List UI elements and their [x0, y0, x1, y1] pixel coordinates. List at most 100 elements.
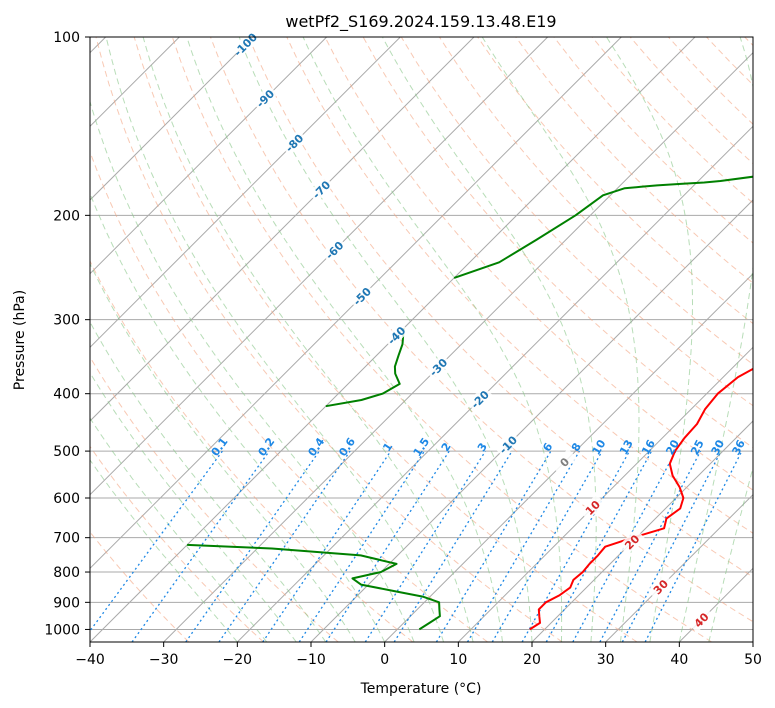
mixing-ratio-line — [545, 450, 653, 642]
background-lines — [90, 37, 753, 642]
y-tick-label: 100 — [53, 30, 80, 46]
isotherm-label-bg — [383, 322, 410, 349]
moist-adiabat — [90, 371, 297, 642]
y-tick-label: 400 — [53, 387, 80, 403]
isotherm-line — [678, 567, 753, 642]
mixing-ratio-label: 30 — [709, 437, 728, 457]
isotherm-label-bg — [618, 528, 645, 555]
isotherm-line — [90, 37, 475, 422]
mixing-ratio-line — [466, 450, 580, 642]
moist-adiabat — [481, 37, 640, 642]
moist-adiabat — [105, 37, 445, 642]
x-tick-label: 0 — [380, 652, 389, 668]
x-tick-label: −30 — [149, 652, 179, 668]
isotherm-line — [384, 272, 753, 642]
mixing-ratio-label: 36 — [729, 437, 748, 457]
isotherm-line — [457, 346, 753, 642]
mixing-ratio-line — [325, 450, 450, 642]
dry-adiabat — [90, 445, 264, 642]
y-tick-label: 300 — [53, 313, 80, 329]
moist-adiabat — [90, 262, 356, 642]
x-tick-label: −40 — [75, 652, 105, 668]
isotherm-line — [752, 641, 753, 642]
moist-adiabat — [606, 37, 693, 642]
mixing-ratio-label: 13 — [617, 438, 636, 458]
moist-adiabat — [238, 37, 533, 642]
x-axis-label: Temperature (°C) — [360, 681, 482, 697]
x-tick-label: 30 — [597, 652, 615, 668]
x-tick-label: 40 — [670, 652, 688, 668]
mixing-ratio-label: 10 — [590, 437, 609, 457]
mixing-ratio-line — [521, 450, 631, 642]
x-tick-label: −20 — [223, 652, 253, 668]
y-tick-label: 600 — [53, 491, 80, 507]
isotherm-label-bg — [348, 282, 375, 310]
dry-adiabat — [90, 531, 190, 642]
dry-adiabat — [286, 37, 753, 534]
moist-adiabat — [302, 37, 563, 642]
isotherm-line — [531, 420, 753, 642]
isotherm-line — [90, 37, 622, 570]
dry-adiabat — [248, 37, 753, 578]
x-tick-label: 20 — [523, 652, 541, 668]
isotherm-line — [310, 199, 753, 642]
moist-adiabat — [90, 417, 268, 642]
isotherm-label-bg — [307, 176, 335, 203]
mixing-ratio-line — [131, 450, 270, 642]
mixing-ratio-line — [298, 450, 425, 642]
mixing-ratio-label: 1 — [380, 440, 395, 454]
dry-adiabat — [706, 37, 753, 86]
mixing-ratio-line — [218, 450, 351, 642]
moist-adiabat — [90, 192, 386, 642]
y-tick-label: 700 — [53, 531, 80, 547]
isotherm-line — [90, 37, 549, 496]
y-axis-label: Pressure (hPa) — [12, 290, 28, 390]
isotherm-label-bg — [321, 236, 348, 263]
mixing-ratio-label: 25 — [688, 438, 707, 458]
temperature-profile — [529, 367, 753, 631]
moist-adiabat — [381, 37, 597, 642]
plot-frame — [89, 36, 754, 643]
dry-adiabat — [744, 37, 753, 47]
isotherm-line — [90, 37, 401, 349]
mixing-ratio-line — [572, 450, 677, 642]
mixing-ratio-label: 1.5 — [411, 435, 433, 458]
dry-adiabat — [90, 150, 488, 642]
y-tick-label: 900 — [53, 595, 80, 611]
mixing-ratio-line — [491, 450, 603, 642]
dry-adiabat — [553, 37, 753, 244]
moist-adiabat — [142, 37, 474, 642]
dry-adiabat — [171, 37, 712, 642]
mixing-ratio-label: 0.2 — [255, 435, 277, 458]
mixing-ratio-line — [621, 450, 722, 642]
y-tick-label: 200 — [53, 208, 80, 224]
dry-adiabat — [668, 37, 753, 125]
dewpoint-profile — [187, 543, 441, 631]
isotherm-label-bg — [687, 606, 715, 633]
y-tick-label: 500 — [53, 444, 80, 460]
x-axis-ticks: −40 −30 −20 −10 0 10 20 30 40 50 — [75, 642, 762, 668]
moist-adiabat — [90, 321, 327, 642]
mixing-ratio-label: 16 — [639, 437, 658, 457]
dry-adiabat — [210, 37, 753, 623]
profile-lines — [187, 175, 753, 631]
isotherm-line — [90, 37, 254, 201]
isotherm-line — [90, 37, 328, 275]
dry-adiabat — [90, 259, 414, 642]
isotherm-label-bg — [466, 385, 493, 413]
dry-adiabat — [90, 356, 339, 642]
mixing-ratio-label: 0.4 — [306, 435, 328, 459]
x-tick-label: −10 — [296, 652, 326, 668]
x-tick-label: 10 — [449, 652, 467, 668]
isotherm-line — [605, 493, 753, 642]
dry-adiabat — [591, 37, 753, 204]
mixing-ratio-line — [393, 450, 513, 642]
mixing-ratio-line — [185, 450, 320, 642]
y-tick-label: 800 — [53, 565, 80, 581]
moist-adiabat — [90, 99, 415, 642]
isotherm-label-bg — [251, 85, 278, 112]
mixing-ratio-label: 6 — [540, 440, 555, 454]
moist-adiabat — [708, 465, 753, 642]
isotherm-label-bg — [231, 31, 259, 58]
